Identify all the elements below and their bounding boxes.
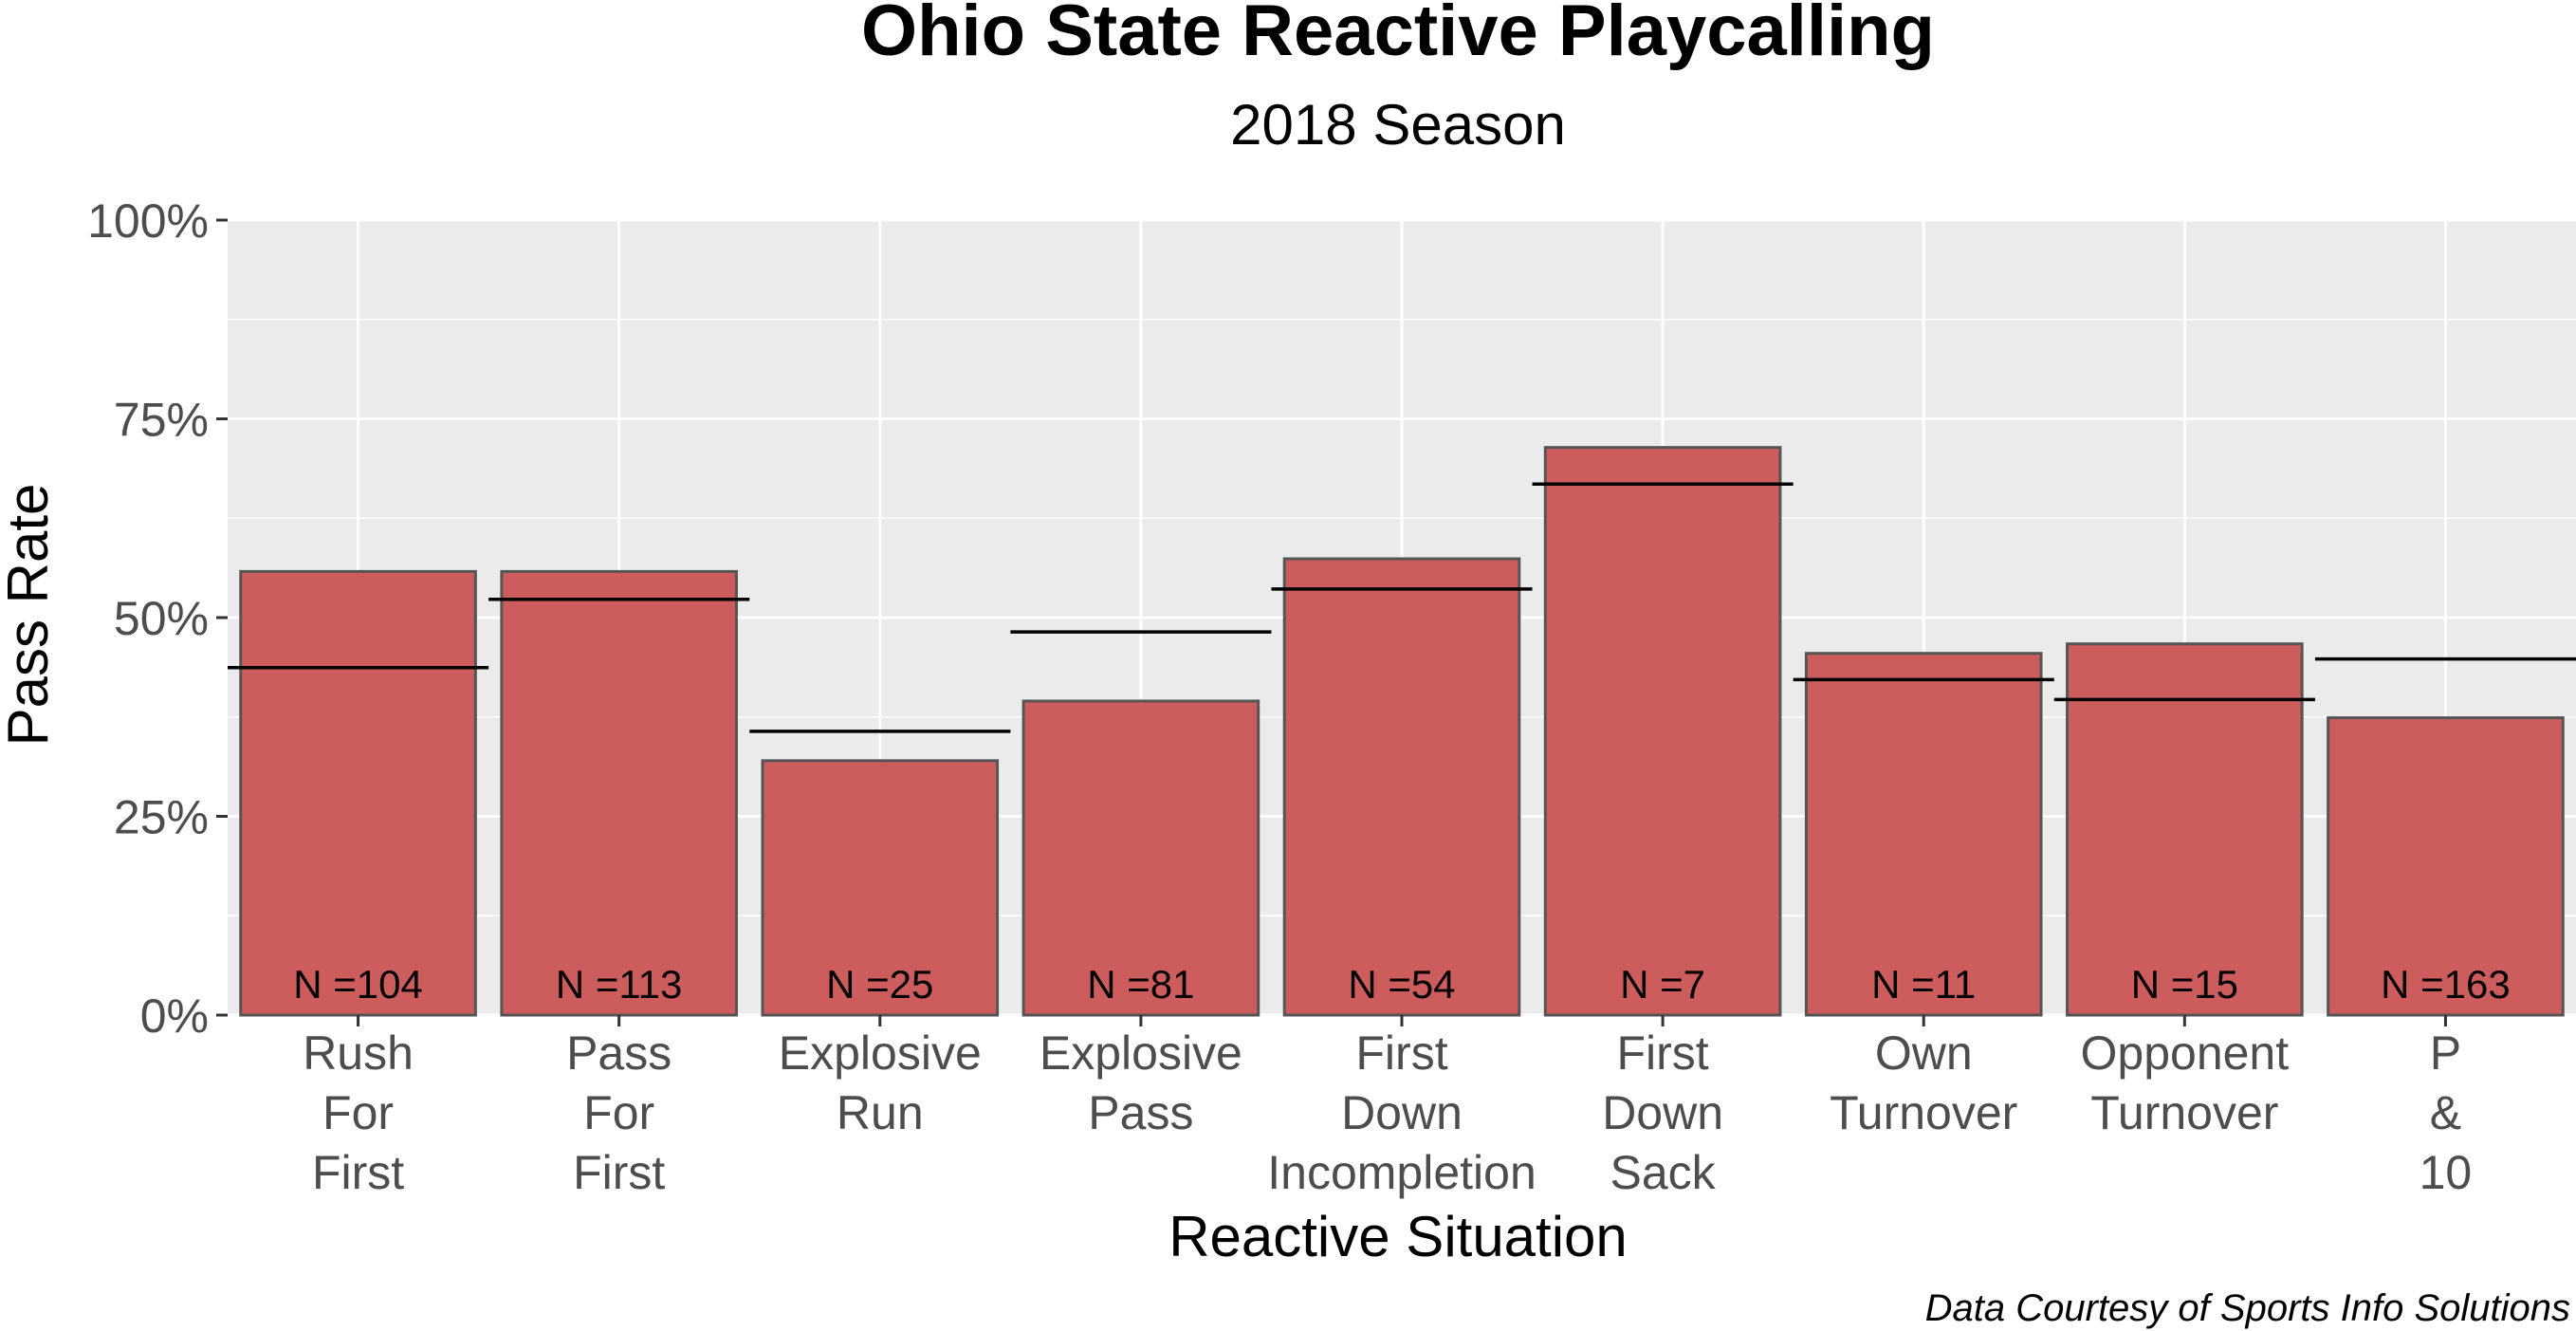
y-axis-title: Pass Rate [0,484,60,747]
count-label: N =163 [2381,962,2511,1007]
y-tick-label: 25% [114,791,209,844]
x-tick-label: First Down Sack [1602,1026,1723,1199]
bar [2066,642,2304,1017]
y-tick-label: 0% [140,989,209,1043]
count-label: N =25 [826,962,933,1007]
y-axis: 0% 25% 50% 75% 100% [87,194,228,1043]
bar [500,569,738,1017]
x-tick-label: P & 10 [2420,1026,2473,1199]
count-label: N =104 [293,962,423,1007]
x-tick-label: Rush For First [303,1026,414,1199]
bar [2327,716,2565,1017]
count-label: N =7 [1620,962,1705,1007]
y-tick-label: 50% [114,592,209,645]
x-tick-label: Opponent Turnover [2081,1026,2290,1139]
chart-subtitle: 2018 Season [1230,93,1566,157]
x-tick-label: Explosive Pass [1040,1026,1242,1139]
bar [1021,699,1260,1017]
bar [239,569,477,1017]
x-tick-label: Explosive Run [779,1026,982,1139]
y-tick-label: 100% [87,194,209,248]
x-tick-label: Pass For First [566,1026,672,1199]
chart-title: Ohio State Reactive Playcalling [861,0,1935,71]
x-tick-label: First Down Incompletion [1267,1026,1536,1199]
reference-lines [228,482,2576,733]
count-label: N =15 [2131,962,2238,1007]
count-label: N =113 [556,962,683,1007]
bar [1282,557,1521,1017]
bar [1804,652,2043,1017]
x-axis: Rush For First Pass For First Explosive Run Expl… [303,1015,2472,1199]
bar-series [239,446,2565,1017]
x-tick-label: Own Turnover [1830,1026,2017,1139]
bar [761,759,1000,1017]
y-tick-label: 75% [114,394,209,447]
count-label: N =81 [1087,962,1194,1007]
source-caption: Data Courtesy of Sports Info Solutions [1925,1287,2570,1329]
count-label: N =54 [1348,962,1455,1007]
count-labels: N =104 N =113 N =25 N =81 N =54 N =7 N =11 N =1… [293,962,2510,1007]
count-label: N =11 [1871,962,1976,1007]
bar [1543,446,1782,1017]
x-axis-title: Reactive Situation [1168,1205,1628,1268]
